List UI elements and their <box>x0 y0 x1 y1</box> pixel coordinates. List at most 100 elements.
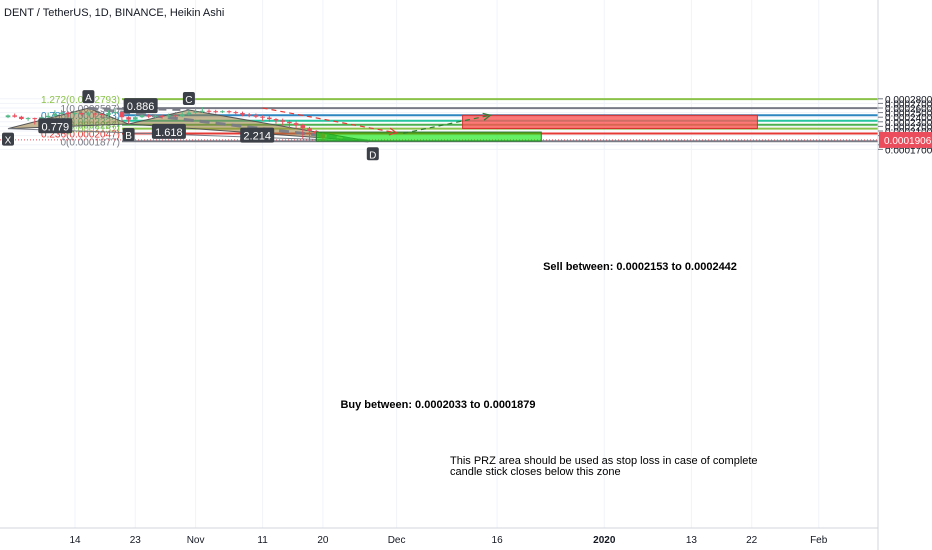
projection-down-arrow <box>262 107 397 134</box>
x-tick-label: Feb <box>810 535 828 546</box>
projection-down-arrow-head <box>388 127 398 136</box>
fib-label: 0.382(0.0002152) <box>41 125 120 136</box>
candle-body <box>19 116 24 120</box>
point-badge <box>82 90 95 104</box>
candle-body <box>39 117 44 120</box>
projection-up-arrow-head <box>482 112 492 121</box>
candle-body <box>86 113 91 115</box>
x-tick-label: 14 <box>69 535 81 546</box>
candle-body <box>166 115 172 117</box>
candle-body <box>200 110 205 112</box>
candle-body <box>193 111 198 113</box>
candle-body <box>25 118 31 120</box>
candle-body <box>146 115 151 117</box>
candle-body <box>92 113 98 115</box>
candle-body <box>186 112 192 115</box>
candle-body <box>273 119 279 121</box>
pattern-line-ac <box>88 107 189 112</box>
ratio-badge <box>123 98 158 114</box>
note-line-2: candle stick closes below this zone <box>450 466 621 478</box>
candle-body <box>179 114 185 117</box>
candle-body <box>260 116 265 118</box>
point-badge <box>122 127 135 141</box>
candle-body <box>240 113 245 115</box>
y-tick-label: 0.0002300 <box>885 118 932 129</box>
sell-zone <box>462 114 758 130</box>
candles <box>5 107 326 142</box>
x-tick-label: Nov <box>187 535 205 546</box>
ratio-badge <box>240 127 275 143</box>
candle-body <box>280 120 285 122</box>
candle-body <box>300 125 306 129</box>
y-tick-label: 0.0002400 <box>885 113 932 124</box>
current-price-badge <box>879 131 932 148</box>
x-tick-label: 23 <box>130 535 142 546</box>
candle-body <box>307 128 312 131</box>
candle-body <box>153 115 158 117</box>
y-tick-label: 0.0002200 <box>885 122 932 133</box>
candle-body <box>206 110 212 112</box>
ratio-badge <box>38 118 73 134</box>
candle-body <box>52 113 58 116</box>
x-tick-label: 2020 <box>593 535 616 546</box>
y-tick-label: 0.0002500 <box>885 109 932 120</box>
candle-body <box>133 117 138 120</box>
point-label-a: A <box>85 93 92 104</box>
y-tick-label: 0.0002700 <box>885 99 932 110</box>
x-tick-label: Dec <box>388 535 406 546</box>
ratio-label: 0.886 <box>127 101 155 113</box>
point-label-c: C <box>185 95 192 106</box>
fib-label: 0.236(0.0002047) <box>41 129 120 140</box>
y-tick-label: 0.0002800 <box>885 95 932 106</box>
candle-body <box>246 114 252 116</box>
point-badge <box>366 147 379 161</box>
point-label-x: X <box>5 136 12 147</box>
x-tick-label: 22 <box>746 535 758 546</box>
candle-body <box>213 111 218 113</box>
ratio-label: 1.618 <box>155 127 183 139</box>
pattern-ratios: 0.886 0.779 2.214 1.618 <box>38 98 275 143</box>
candle-body <box>66 112 71 114</box>
candle-body <box>59 112 64 114</box>
candle-body <box>126 117 131 120</box>
candle-body <box>5 115 11 118</box>
current-price-label: 0.0001906 <box>884 136 932 147</box>
candle-body <box>233 112 239 114</box>
candle-body <box>112 112 118 114</box>
candle-body <box>45 115 51 118</box>
point-label-d: D <box>369 150 376 161</box>
candle-body <box>139 115 145 118</box>
candle-body <box>293 123 299 126</box>
candle-body <box>119 112 125 118</box>
x-tick-label: 20 <box>317 535 329 546</box>
plot-background <box>0 0 878 528</box>
ratio-label: 0.779 <box>42 121 70 133</box>
candle-body <box>106 113 111 115</box>
chart-title: DENT / TetherUS, 1D, BINANCE, Heikin Ash… <box>4 7 224 19</box>
candle-body <box>159 115 165 117</box>
point-label-b: B <box>125 131 132 142</box>
fib-label: 1.272(0.0002793) <box>41 95 120 106</box>
note-line-1: This PRZ area should be used as stop los… <box>450 455 758 467</box>
sell-zone-label: Sell between: 0.0002153 to 0.0002442 <box>543 261 737 273</box>
candle-body <box>79 113 84 115</box>
candle-body <box>173 115 178 117</box>
candle-body <box>220 111 225 113</box>
pattern-points: X A B C D <box>2 90 379 161</box>
x-tick-label: 11 <box>257 535 268 546</box>
x-tick-label: 16 <box>492 535 504 546</box>
x-axis: 14 23 Nov 11 20 Dec 16 2020 13 22 Feb <box>69 535 827 546</box>
zones: Sell between: 0.0002153 to 0.0002442 Buy … <box>316 114 758 411</box>
candle-body <box>72 113 78 115</box>
candle-body <box>226 111 232 113</box>
candle-body <box>267 117 272 120</box>
candle-body <box>253 115 259 117</box>
point-badge <box>182 92 195 106</box>
candle-body <box>12 115 17 117</box>
candle-body <box>99 113 105 115</box>
candle-body <box>287 121 292 124</box>
x-tick-label: 13 <box>686 535 698 546</box>
buy-zone <box>316 131 542 142</box>
point-badge <box>2 132 14 146</box>
